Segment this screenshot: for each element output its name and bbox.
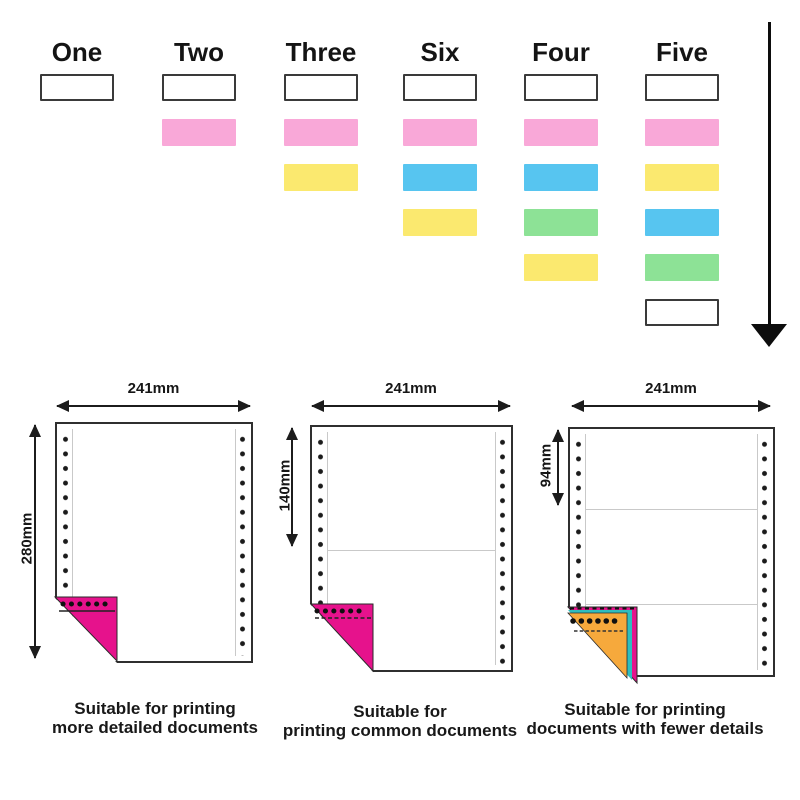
caption-line-1: Suitable for printing	[564, 700, 726, 719]
column-five-label: Five	[655, 37, 709, 67]
fold-layer-magenta	[309, 603, 374, 673]
height-dimension-arrow-icon	[29, 424, 41, 659]
caption-line-1: Suitable for	[353, 702, 447, 721]
tractor-feed-holes-right	[235, 429, 249, 656]
caption-line-1: Suitable for printing	[74, 699, 236, 718]
down-arrow-head-icon	[751, 324, 787, 347]
paper-figure-140mm: 241mm 140mm Suitable for printing common…	[270, 375, 530, 755]
folded-corner-multilayer	[566, 606, 638, 685]
fold-layer-magenta	[53, 596, 118, 663]
column-three-label: Three	[285, 37, 357, 67]
column-five-bars	[645, 74, 719, 326]
folded-corner	[309, 603, 374, 673]
continuous-paper-sheet	[310, 425, 513, 672]
page-perforation-line-2	[585, 604, 758, 605]
width-dimension-label: 241mm	[385, 380, 437, 397]
width-dimension-label: 241mm	[127, 380, 180, 397]
column-five: Five	[645, 36, 719, 326]
white-ply-bar	[645, 74, 719, 101]
paper-figure-94mm: 241mm 94mm Suitable for printing documen…	[526, 375, 800, 755]
blue-ply-bar	[403, 164, 477, 191]
white-ply-bar	[524, 74, 598, 101]
white-ply-bar	[40, 74, 114, 101]
width-dimension-arrow-icon	[56, 400, 251, 412]
paper-figure-280mm: 241mm 280mm Suitable for printing more d…	[18, 375, 270, 755]
green-ply-bar	[645, 254, 719, 281]
column-two-label: Two	[173, 37, 225, 67]
column-three: Three	[284, 36, 358, 191]
pink-ply-bar	[645, 119, 719, 146]
column-two-bars	[162, 74, 236, 146]
blue-ply-bar	[645, 209, 719, 236]
height-dimension-arrow-icon	[552, 429, 564, 506]
column-one-bars	[40, 74, 114, 101]
pink-ply-bar	[403, 119, 477, 146]
column-six-bars	[403, 74, 477, 236]
white-ply-bar	[162, 74, 236, 101]
white-ply-bar	[403, 74, 477, 101]
column-one-label: One	[51, 37, 103, 67]
width-dimension-label: 241mm	[645, 380, 697, 397]
column-four-label: Four	[532, 37, 590, 67]
pink-ply-bar	[162, 119, 236, 146]
caption-line-2: more detailed documents	[52, 718, 258, 737]
height-dimension-arrow-icon	[286, 427, 298, 547]
yellow-ply-bar	[645, 164, 719, 191]
page-perforation-line-1	[585, 509, 758, 510]
blue-ply-bar	[524, 164, 598, 191]
tractor-feed-holes-right	[757, 434, 771, 670]
down-arrow-icon	[768, 22, 771, 325]
column-four-bars	[524, 74, 598, 281]
width-dimension-arrow-icon	[311, 400, 511, 412]
tractor-feed-holes-right	[495, 432, 509, 665]
figure-caption: Suitable for printing more detailed docu…	[35, 699, 275, 737]
column-three-bars	[284, 74, 358, 191]
pink-ply-bar	[524, 119, 598, 146]
fold-layer-orange	[567, 612, 628, 680]
column-two: Two	[162, 36, 236, 146]
figure-caption: Suitable for printing common documents	[270, 702, 530, 740]
green-ply-bar	[524, 209, 598, 236]
ply-count-section: One Two Three Six Four Five	[0, 0, 800, 370]
column-six-label: Six	[420, 37, 460, 67]
column-six: Six	[403, 36, 477, 236]
pink-ply-bar	[284, 119, 358, 146]
height-dimension-label: 280mm	[18, 512, 36, 565]
width-dimension-arrow-icon	[571, 400, 771, 412]
column-four: Four	[524, 36, 598, 281]
yellow-ply-bar	[284, 164, 358, 191]
caption-line-2: printing common documents	[282, 721, 518, 740]
height-dimension-label: 94mm	[537, 443, 555, 488]
height-dimension-label: 140mm	[276, 459, 294, 512]
yellow-ply-bar	[524, 254, 598, 281]
folded-corner	[53, 596, 118, 663]
yellow-ply-bar	[403, 209, 477, 236]
white-ply-bar	[645, 299, 719, 326]
figure-caption: Suitable for printing documents with few…	[525, 700, 765, 738]
caption-line-2: documents with fewer details	[526, 719, 764, 738]
column-one: One	[40, 36, 114, 101]
white-ply-bar	[284, 74, 358, 101]
page-perforation-line	[327, 550, 496, 551]
